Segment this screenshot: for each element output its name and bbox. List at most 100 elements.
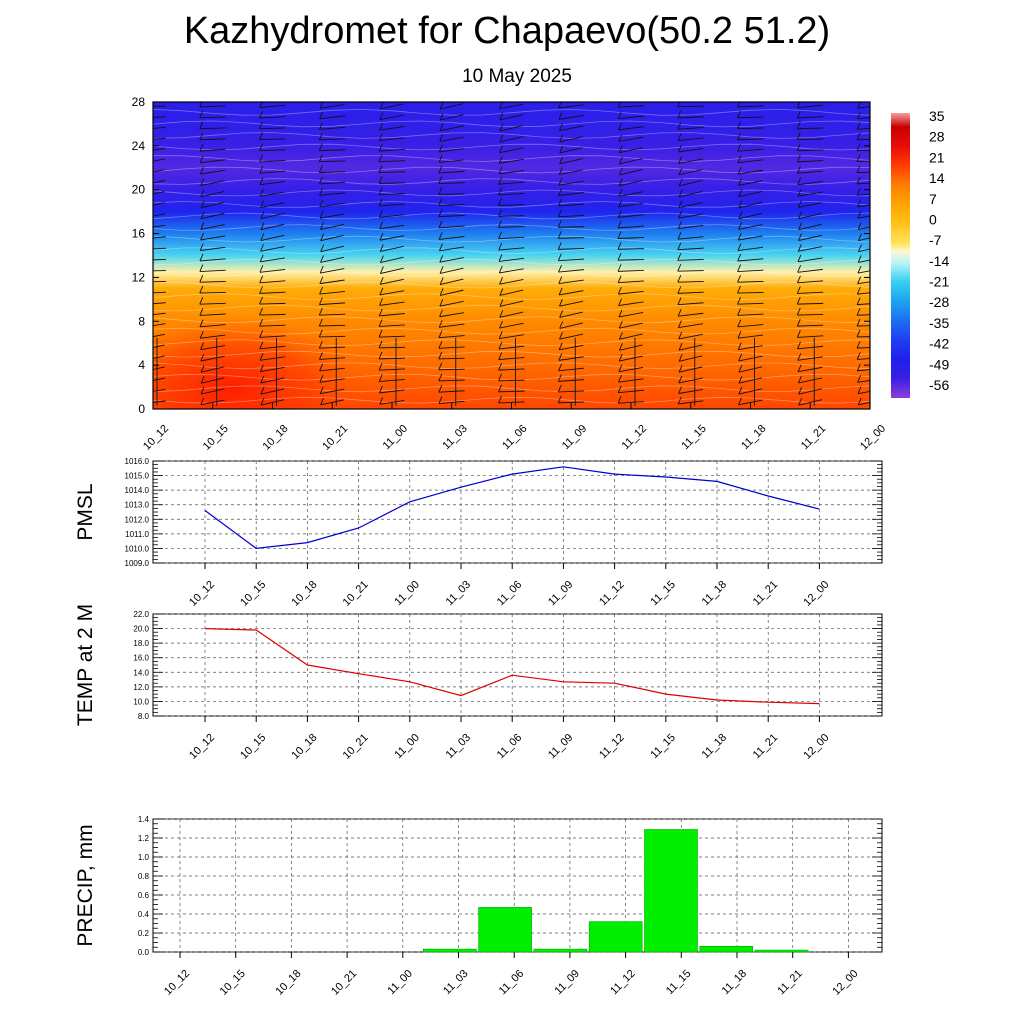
wind-barb-shaft [499, 268, 524, 274]
wind-barb-flag [738, 386, 743, 395]
wind-barb-flag [319, 363, 324, 372]
wind-barb-flag [737, 121, 741, 129]
wind-barb-shaft [559, 147, 583, 154]
wind-barb-shaft [379, 301, 405, 306]
wind-barb-flag [498, 254, 503, 262]
precip-xtick-label: 11_12 [608, 968, 638, 998]
wind-barb-flag [260, 222, 265, 230]
wind-barb-shaft [738, 355, 763, 362]
wind-barb-shaft [200, 345, 226, 351]
wind-barb-shaft [200, 224, 225, 230]
heatmap-xtick-label: 11_12 [620, 423, 650, 453]
wind-barb-shaft [153, 105, 166, 107]
wind-barb-shaft [857, 325, 870, 327]
wind-barb-flag [438, 209, 443, 217]
wind-barb-shaft [857, 182, 870, 185]
wind-barb-shaft [737, 258, 764, 262]
wind-barb-shaft [259, 313, 286, 316]
wind-barb-shaft [499, 136, 524, 143]
wind-barb-flag [559, 321, 564, 329]
wind-barb-flag [199, 285, 204, 294]
colorbar-tick-label: -56 [929, 377, 949, 393]
wind-barb-flag [260, 233, 265, 241]
pmsl-xtick-label: 11_21 [751, 579, 781, 609]
wind-barb-shaft [438, 368, 465, 371]
wind-barb-flag [379, 122, 384, 131]
wind-barb-shaft [499, 289, 524, 296]
wind-barb-flag [617, 102, 621, 108]
wind-barb-flag [319, 111, 324, 119]
wind-barb-shaft [857, 138, 870, 141]
wind-barb-flag [559, 156, 563, 165]
wind-barb-flag [499, 310, 504, 318]
wind-barb-flag [857, 199, 861, 207]
heatmap-xtick-label: 10_21 [320, 423, 350, 453]
wind-barb-shaft [738, 388, 763, 395]
temp-ytick-label: 16.0 [133, 654, 149, 663]
heatmap-xtick-label: 12_00 [858, 423, 888, 453]
wind-barb-shaft [439, 323, 465, 328]
wind-barb-flag [796, 296, 801, 305]
wind-barb-flag [618, 145, 623, 153]
wind-barb-shaft [319, 202, 345, 208]
pmsl-xtick-label: 12_00 [801, 579, 831, 609]
wind-barb-flag [737, 275, 741, 283]
colorbar-tick-label: 14 [929, 170, 945, 186]
wind-barb-shaft [379, 114, 405, 121]
wind-barb-flag [678, 189, 683, 197]
temp-ytick-label: 8.0 [138, 712, 150, 721]
wind-barb-shaft [199, 127, 226, 130]
colorbar-tick-label: 35 [929, 108, 945, 124]
wind-barb-flag [259, 154, 263, 163]
colorbar-tick-label: -49 [929, 356, 949, 372]
wind-barb-shaft [619, 180, 643, 187]
wind-barb-shaft [320, 213, 345, 219]
wind-barb-shaft [737, 334, 764, 339]
wind-barb-shaft [559, 300, 584, 307]
wind-barb-flag [677, 232, 682, 240]
wind-barb-shaft [618, 202, 644, 208]
wind-barb-flag [856, 111, 861, 120]
wind-barb-flag [378, 198, 383, 207]
wind-barb-flag [856, 143, 861, 151]
wind-barb-shaft [737, 292, 764, 294]
wind-barb-shaft [619, 333, 643, 340]
heatmap-xtick-label: 11_06 [500, 423, 530, 453]
wind-barb-shaft [738, 399, 763, 406]
wind-barb-shaft [797, 149, 824, 152]
wind-barb-shaft [201, 366, 225, 373]
wind-barb-flag [439, 277, 444, 285]
heatmap-ytick-label: 12 [132, 270, 146, 284]
wind-barb-flag [617, 385, 622, 393]
wind-barb-shaft [797, 181, 823, 186]
wind-barb-shaft [153, 224, 166, 228]
wind-barb-flag [141, 332, 144, 339]
wind-barb-flag [140, 243, 143, 250]
wind-barb-flag [259, 177, 264, 185]
wind-barb-flag [559, 145, 564, 154]
wind-barb-shaft [857, 270, 870, 274]
wind-barb-shaft [379, 126, 405, 131]
wind-barb-flag [617, 231, 622, 239]
wind-barb-flag [737, 102, 741, 108]
wind-barb-flag [378, 133, 383, 141]
wind-barb-shaft [559, 290, 584, 296]
wind-barb-shaft [797, 313, 824, 316]
wind-barb-flag [559, 332, 563, 340]
wind-barb-shaft [618, 225, 644, 229]
precip-bar [699, 945, 754, 953]
wind-barb-shaft [618, 366, 644, 373]
wind-barb-flag [379, 397, 384, 405]
wind-barb-shaft [200, 191, 225, 198]
wind-barb-flag [498, 209, 502, 217]
wind-barb-flag [140, 122, 143, 129]
wind-barb-shaft [380, 245, 404, 252]
wind-barb-flag [558, 353, 563, 361]
wind-barb-shaft [558, 180, 584, 186]
wind-barb-shaft [199, 148, 226, 152]
wind-barb-flag [199, 264, 204, 272]
wind-barb-flag [438, 373, 443, 382]
wind-barb-shaft [319, 335, 346, 338]
wind-barb-shaft [153, 158, 166, 162]
